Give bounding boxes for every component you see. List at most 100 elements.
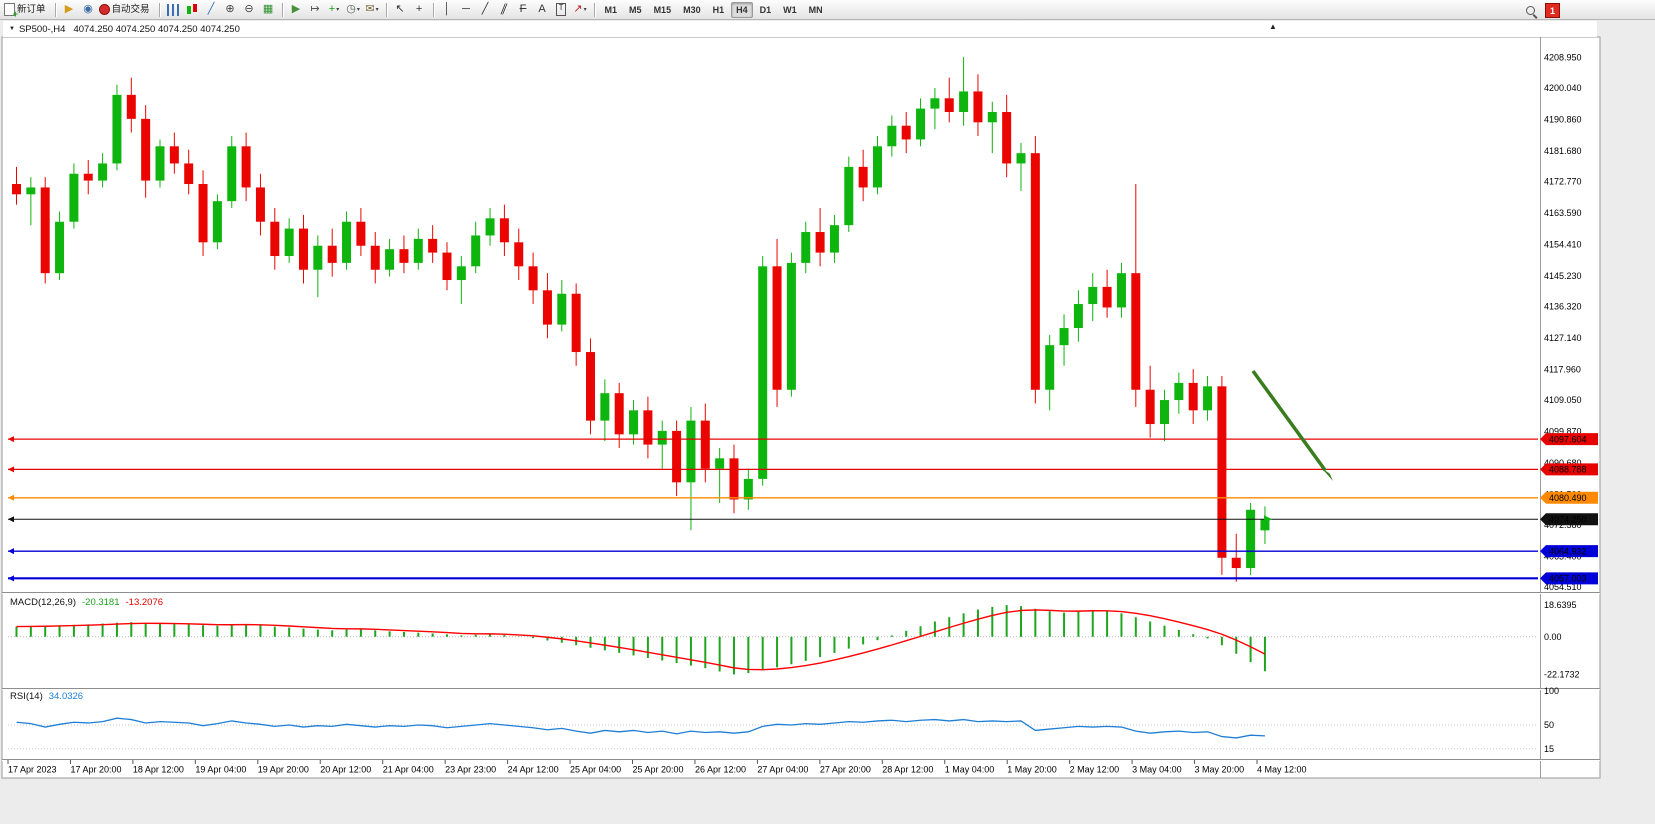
candle-body xyxy=(959,91,969,113)
bar-chart-icon[interactable] xyxy=(165,2,182,18)
notification-badge[interactable]: 1 xyxy=(1545,3,1560,18)
candle-body xyxy=(916,108,926,140)
timeframe-m1-button[interactable]: M1 xyxy=(604,4,618,15)
zoom-out-icon[interactable]: ⊖ xyxy=(241,2,258,18)
megaphone-icon-glyph: ▶ xyxy=(64,3,74,15)
candle-body xyxy=(1016,153,1026,164)
svg-text:4200.040: 4200.040 xyxy=(1544,83,1582,93)
candle-body xyxy=(1131,273,1141,390)
timeframe-m30-button[interactable]: M30 xyxy=(683,4,701,15)
crosshair-icon[interactable]: + xyxy=(411,2,428,18)
candle-body xyxy=(772,266,782,390)
price-lines-layer[interactable]: 4097.604 4088.788 4080.490 4074.250 4064.932… xyxy=(8,433,1598,585)
price-tag xyxy=(1540,433,1598,446)
market-watch-icon[interactable]: ◉ xyxy=(80,2,97,18)
search-icon[interactable] xyxy=(1524,4,1538,18)
candle-body xyxy=(1217,386,1227,558)
candle-body xyxy=(1160,400,1169,425)
vertical-line-icon-glyph: │ xyxy=(443,3,451,15)
vertical-line-icon[interactable]: │ xyxy=(439,2,456,18)
tile-windows-icon-glyph: ▦ xyxy=(262,3,274,15)
svg-text:3 May 04:00: 3 May 04:00 xyxy=(1132,765,1182,775)
text-icon[interactable]: A xyxy=(534,2,551,18)
toolbar: 新订单▶◉自动交易╱⊕⊖▦▶↦+▾◷▾✉▾↖+│─╱∥FAT↗▾M1M5M15M… xyxy=(0,0,1655,20)
svg-text:4127.140: 4127.140 xyxy=(1544,333,1582,343)
toolbar-separator xyxy=(158,2,160,17)
trendline-icon[interactable]: ╱ xyxy=(477,2,494,18)
zoom-in-icon[interactable]: ⊕ xyxy=(222,2,239,18)
candle-body xyxy=(801,232,811,263)
line-chart-icon[interactable]: ╱ xyxy=(203,2,220,18)
indicators-icon[interactable]: + ▾ xyxy=(326,2,343,18)
chevron-down-icon[interactable]: ▾ xyxy=(356,6,360,13)
price-tag-text: 4074.250 xyxy=(1549,514,1587,524)
bar-chart-icon xyxy=(166,3,180,16)
svg-text:26 Apr 12:00: 26 Apr 12:00 xyxy=(695,765,746,775)
candle-body xyxy=(198,184,208,243)
periods-icon[interactable]: ◷ ▾ xyxy=(345,2,362,18)
timeframe-d1-button[interactable]: D1 xyxy=(759,4,772,15)
candle-body xyxy=(399,249,409,263)
auto-scroll-icon[interactable]: ▶ xyxy=(288,2,305,18)
candle-body xyxy=(442,252,452,281)
timeframe-m15-button[interactable]: M15 xyxy=(653,4,672,15)
equidistant-channel-icon[interactable]: ∥ xyxy=(496,2,513,18)
svg-text:19 Apr 20:00: 19 Apr 20:00 xyxy=(258,765,309,775)
price-tag-text: 4057.003 xyxy=(1549,574,1587,584)
trend-arrow-annotation[interactable] xyxy=(1251,369,1333,481)
candle-body xyxy=(255,187,265,222)
svg-text:4181.680: 4181.680 xyxy=(1544,146,1582,156)
toolbar-right: 1 xyxy=(1524,3,1560,18)
chevron-down-icon[interactable]: ▾ xyxy=(583,6,587,13)
price-tag-text: 4080.490 xyxy=(1549,493,1587,503)
candle-body xyxy=(944,98,954,113)
cursor-icon[interactable]: ↖ xyxy=(392,2,409,18)
candle-body xyxy=(184,163,194,185)
candle-body xyxy=(1174,382,1184,401)
candle-body xyxy=(456,266,466,281)
timeframe-mn-button[interactable]: MN xyxy=(808,4,823,15)
line-left-handle xyxy=(8,436,14,443)
svg-text:-22.1732: -22.1732 xyxy=(1544,669,1580,679)
tile-windows-icon[interactable]: ▦ xyxy=(260,2,277,18)
svg-text:2 May 12:00: 2 May 12:00 xyxy=(1070,765,1120,775)
new-order-icon xyxy=(4,3,18,19)
time-axis[interactable]: 17 Apr 2023 17 Apr 20:00 18 Apr 12:00 19 Ap… xyxy=(7,760,1307,775)
line-left-handle xyxy=(8,548,14,555)
candle-body xyxy=(212,201,222,243)
candle-body xyxy=(643,410,653,445)
candle-body xyxy=(428,238,438,253)
new-order-button[interactable]: 新订单 xyxy=(4,2,50,19)
candle-body xyxy=(528,266,538,291)
templates-icon[interactable]: ✉ ▾ xyxy=(364,2,381,18)
fibonacci-icon[interactable]: F xyxy=(515,2,532,18)
horizontal-line-icon[interactable]: ─ xyxy=(458,2,475,18)
autotrading-icon xyxy=(98,4,110,15)
svg-text:100: 100 xyxy=(1544,686,1559,696)
timeframe-m5-button[interactable]: M5 xyxy=(629,4,642,15)
text-label-icon-glyph: T xyxy=(555,3,567,16)
candle-body xyxy=(987,112,997,123)
timeframe-h1-button[interactable]: H1 xyxy=(712,4,725,15)
price-arrow-marker[interactable] xyxy=(1264,515,1272,524)
timeframe-w1-button[interactable]: W1 xyxy=(783,4,797,15)
svg-text:4117.960: 4117.960 xyxy=(1544,364,1581,374)
svg-text:21 Apr 04:00: 21 Apr 04:00 xyxy=(383,765,434,775)
text-label-icon[interactable]: T xyxy=(553,2,570,18)
candle-body xyxy=(700,420,710,469)
periods-icon-glyph: ◷ xyxy=(346,3,356,15)
autotrading-button[interactable]: 自动交易 xyxy=(98,2,154,18)
arrows-icon[interactable]: ↗ ▾ xyxy=(572,2,589,18)
megaphone-icon[interactable]: ▶ xyxy=(61,2,78,18)
toolbar-separator xyxy=(385,2,387,17)
candlestick-chart-icon[interactable] xyxy=(184,2,201,18)
chevron-down-icon[interactable]: ▾ xyxy=(375,6,379,13)
symbol-dropdown-icon[interactable]: ▼ xyxy=(9,26,15,32)
rsi-label: RSI(14) xyxy=(10,691,43,702)
candle-body xyxy=(844,166,854,226)
chart-shift-icon[interactable]: ↦ xyxy=(307,2,324,18)
svg-text:24 Apr 12:00: 24 Apr 12:00 xyxy=(508,765,559,775)
timeframe-h4-button[interactable]: H4 xyxy=(731,1,753,18)
chevron-down-icon[interactable]: ▾ xyxy=(336,6,340,13)
